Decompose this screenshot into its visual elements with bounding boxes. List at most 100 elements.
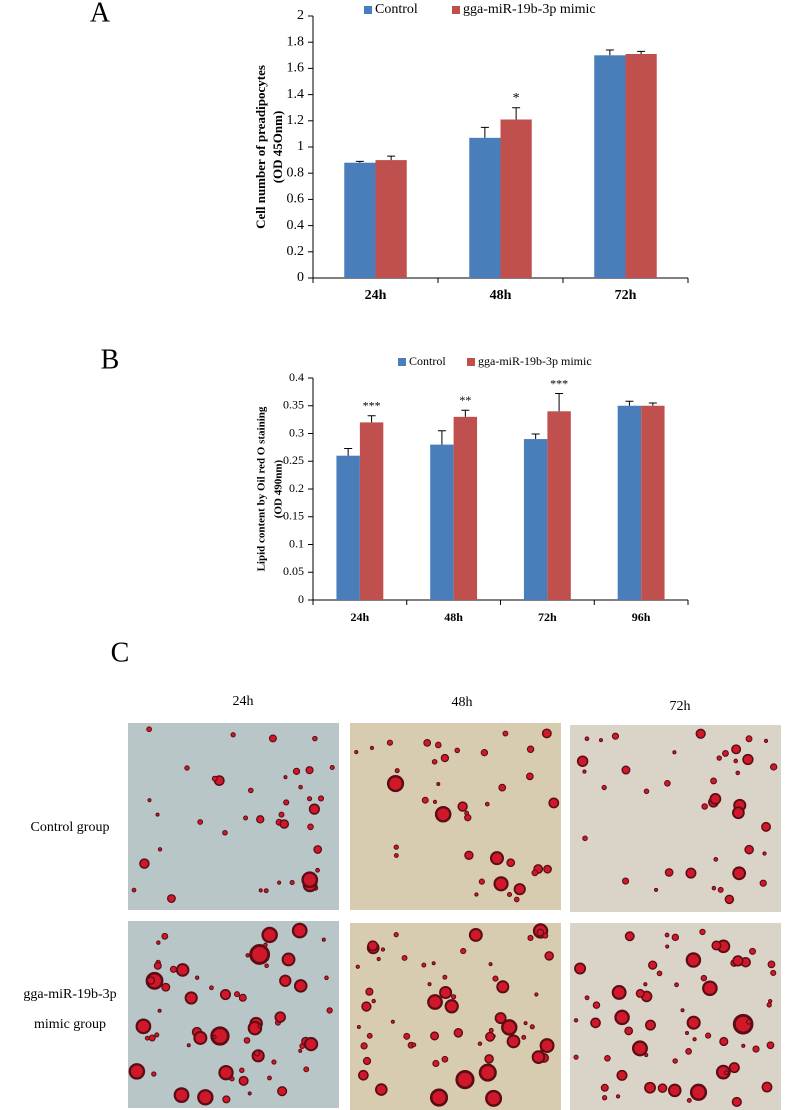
- lipid-droplet: [305, 766, 314, 775]
- y-tick-label: 0.6: [287, 192, 305, 207]
- lipid-droplet: [722, 749, 729, 757]
- lipid-droplet: [212, 1034, 217, 1040]
- lipid-droplet: [315, 867, 320, 873]
- lipid-droplet: [645, 1019, 656, 1031]
- lipid-droplet: [770, 969, 777, 977]
- lipid-droplet: [247, 1091, 252, 1096]
- lipid-droplet: [298, 1048, 303, 1053]
- error-bar: [355, 160, 364, 163]
- lipid-droplet: [766, 1002, 772, 1008]
- micrograph-bg: [350, 723, 561, 910]
- lipid-droplet: [635, 988, 645, 998]
- lipid-droplet: [513, 883, 526, 896]
- lipid-droplet: [543, 864, 552, 874]
- lipid-droplet: [527, 934, 534, 942]
- lipid-droplet: [303, 1037, 319, 1052]
- lipid-droplet: [371, 998, 376, 1004]
- significance-label: ***: [363, 398, 381, 412]
- lipid-droplet: [643, 788, 650, 795]
- lipid-droplet: [742, 753, 754, 766]
- lipid-droplet: [665, 944, 670, 949]
- row-label: Control group: [31, 820, 110, 835]
- lipid-droplet: [713, 857, 719, 862]
- lipid-droplet: [464, 814, 472, 822]
- lipid-droplet: [624, 931, 635, 942]
- lipid-droplet: [175, 963, 190, 977]
- lipid-droplet: [238, 993, 247, 1002]
- legend-label: gga-miR-19b-3p mimic: [478, 354, 592, 368]
- lipid-droplet: [644, 1081, 656, 1094]
- lipid-droplet: [717, 886, 724, 893]
- y-tick-label: 1.6: [287, 61, 305, 76]
- lipid-droplet: [277, 1086, 288, 1097]
- lipid-droplet: [283, 799, 290, 806]
- lipid-droplet: [478, 1063, 497, 1082]
- lipid-droplet: [243, 1037, 251, 1044]
- lipid-droplet: [614, 1009, 630, 1026]
- lipid-droplet: [423, 738, 432, 747]
- lipid-droplet: [732, 806, 745, 820]
- lipid-droplet: [139, 858, 150, 869]
- y-tick-label: 0.8: [287, 165, 305, 180]
- lipid-droplet: [590, 1017, 601, 1029]
- lipid-droplet: [434, 805, 452, 823]
- lipid-droplet: [386, 774, 405, 793]
- lipid-droplet: [321, 937, 326, 942]
- lipid-droplet: [674, 982, 679, 988]
- lipid-droplet: [664, 868, 674, 877]
- lipid-droplet: [492, 975, 499, 982]
- lipid-droplet: [686, 1097, 692, 1103]
- legend-label: gga-miR-19b-3p mimic: [463, 2, 596, 17]
- lipid-droplet: [283, 775, 288, 780]
- y-tick-label: 1: [297, 139, 304, 154]
- lipid-droplet: [716, 755, 722, 761]
- bar: [625, 53, 657, 278]
- lipid-droplet: [506, 891, 513, 898]
- lipid-droplet: [485, 1089, 503, 1107]
- lipid-droplet: [582, 835, 588, 842]
- lipid-droplet: [468, 928, 483, 942]
- lipid-droplet: [279, 819, 290, 829]
- bar: [523, 439, 548, 600]
- lipid-droplet: [239, 1067, 245, 1074]
- lipid-droplet: [523, 1021, 528, 1026]
- bar: [469, 137, 501, 278]
- lipid-droplet: [131, 887, 137, 893]
- lipid-droplet: [496, 980, 510, 994]
- lipid-droplet: [534, 992, 539, 997]
- error-bar: [555, 393, 564, 412]
- lipid-droplet: [267, 1075, 272, 1081]
- lipid-droplet: [657, 1083, 668, 1093]
- lipid-droplet: [403, 1032, 411, 1040]
- lipid-droplet: [615, 1094, 621, 1099]
- lipid-droplet: [291, 922, 308, 939]
- lipid-droplet: [356, 1024, 361, 1029]
- lipid-droplet: [460, 947, 467, 955]
- lipid-droplet: [592, 1001, 601, 1009]
- y-axis-label: (OD 45Onm): [270, 111, 285, 184]
- error-bar: [480, 126, 489, 138]
- lipid-droplet: [366, 1032, 373, 1039]
- lipid-droplet: [488, 962, 493, 967]
- lipid-droplet: [431, 961, 436, 966]
- lipid-droplet: [746, 1019, 752, 1025]
- significance-label: **: [459, 393, 471, 407]
- lipid-droplet: [489, 851, 504, 866]
- x-tick-label: 96h: [632, 610, 651, 624]
- lipid-droplet: [616, 1069, 628, 1081]
- lipid-droplet: [248, 787, 254, 794]
- lipid-droplet: [724, 894, 735, 905]
- lipid-droplet: [444, 999, 459, 1014]
- error-bar: [625, 400, 634, 406]
- lipid-droplet: [427, 994, 443, 1010]
- x-tick-label: 48h: [490, 288, 512, 303]
- lipid-droplet: [770, 763, 778, 771]
- lipid-droplet: [209, 985, 214, 991]
- error-bar: [512, 107, 521, 120]
- lipid-droplet: [329, 764, 335, 771]
- lipid-droplet: [766, 1041, 775, 1050]
- lipid-droplet: [457, 801, 468, 812]
- lipid-droplet: [243, 815, 249, 821]
- lipid-droplet: [197, 1089, 214, 1106]
